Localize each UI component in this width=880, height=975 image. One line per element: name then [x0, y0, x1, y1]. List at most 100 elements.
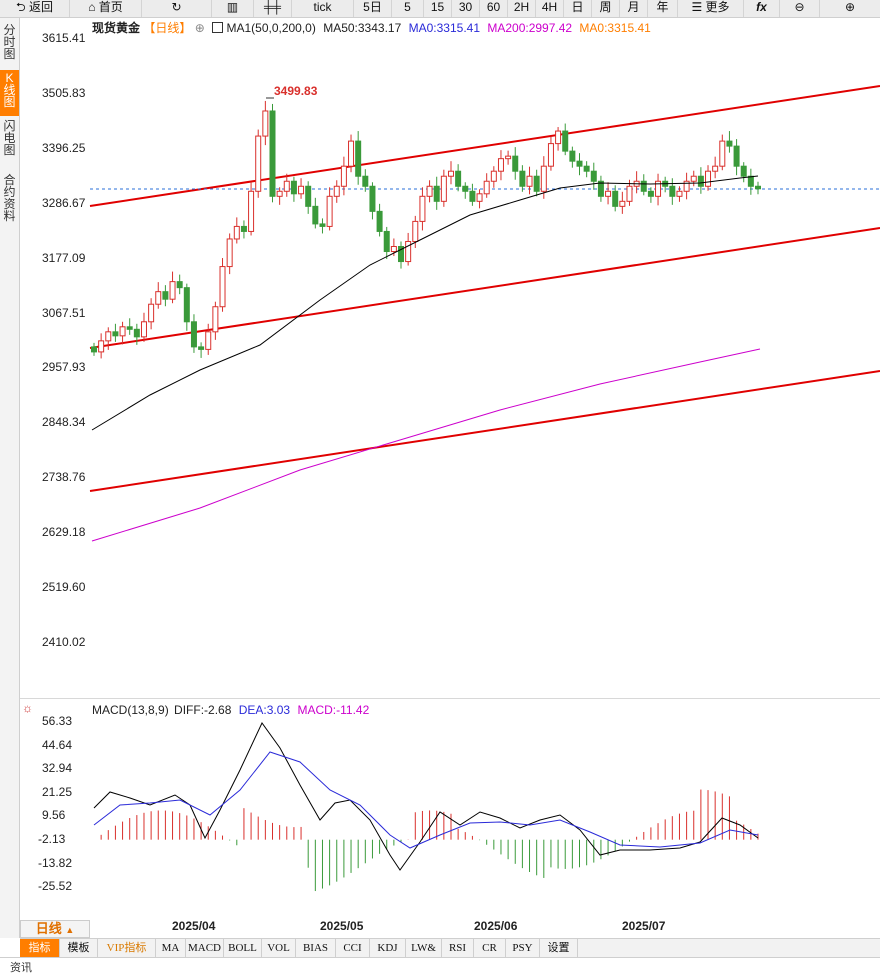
period-day[interactable]: 日	[564, 0, 592, 17]
candle-down	[312, 205, 319, 225]
chart-type-button[interactable]: ▥	[212, 0, 254, 17]
tab-kdj[interactable]: KDJ	[370, 939, 406, 957]
side-tab-lightning[interactable]: 闪电图	[3, 119, 16, 157]
period-15min[interactable]: 15	[424, 0, 452, 17]
price-tick: 2519.60	[42, 580, 86, 594]
candle-up	[419, 195, 426, 222]
tick-button[interactable]: tick	[292, 0, 354, 17]
home-button[interactable]: ⌂ 首页	[70, 0, 142, 17]
candle-down	[112, 331, 119, 337]
tab-settings[interactable]: 设置	[540, 939, 578, 957]
tab-psy[interactable]: PSY	[506, 939, 540, 957]
side-tab-contract-info[interactable]: 合约资料	[3, 173, 16, 223]
tab-boll[interactable]: BOLL	[224, 939, 262, 957]
tab-cr[interactable]: CR	[474, 939, 506, 957]
macd-dea-line	[93, 751, 759, 849]
panel-divider	[20, 698, 880, 699]
price-tick: 3396.25	[42, 140, 86, 155]
period-2h[interactable]: 2H	[508, 0, 536, 17]
period-year[interactable]: 年	[648, 0, 678, 17]
tab-macd[interactable]: MACD	[186, 939, 224, 957]
tab-cci[interactable]: CCI	[336, 939, 370, 957]
formula-button[interactable]: fx	[744, 0, 780, 17]
candle-up	[555, 130, 562, 145]
candle-up	[140, 321, 147, 338]
tab-vol[interactable]: VOL	[262, 939, 296, 957]
candle-down	[91, 346, 97, 353]
back-arrow-icon: ⮌	[16, 0, 26, 14]
zoom-in-button[interactable]: ⊕	[820, 0, 880, 17]
price-tick: 3505.83	[42, 85, 86, 100]
tab-rsi[interactable]: RSI	[442, 939, 474, 957]
refresh-button[interactable]: ↻	[142, 0, 212, 17]
candle-down	[562, 130, 569, 152]
candle-down	[519, 170, 526, 187]
ma-toggle-icon[interactable]	[212, 22, 224, 33]
period-60min[interactable]: 60	[480, 0, 508, 17]
candle-down	[597, 180, 604, 197]
candle-up	[605, 190, 612, 197]
candle-up	[119, 326, 126, 337]
candle-up	[547, 143, 554, 167]
ma200-label: MA200:2997.42	[487, 21, 573, 35]
settings-icon[interactable]: ⊕	[194, 21, 205, 35]
back-button[interactable]: ⮌ 返回	[0, 0, 70, 17]
tab-lw[interactable]: LW&	[406, 939, 442, 957]
period-5day[interactable]: 5日	[354, 0, 392, 17]
macd-tick: -13.82	[38, 855, 73, 870]
ma0b-label: MA0:3315.41	[579, 21, 651, 35]
top-toolbar: ⮌ 返回 ⌂ 首页 ↻ ▥ ╪╪ tick 5日 5 15 30 60 2H 4…	[0, 0, 880, 18]
macd-tick: 44.64	[42, 737, 73, 752]
tab-vip-indicators[interactable]: VIP指标	[98, 939, 156, 957]
period-month[interactable]: 月	[620, 0, 648, 17]
date-jun: 2025/06	[474, 919, 518, 933]
candle-down	[590, 170, 597, 182]
candle-up	[298, 185, 305, 195]
tab-ma[interactable]: MA	[156, 939, 186, 957]
candle-up	[326, 195, 333, 227]
candle-down	[533, 175, 540, 192]
zoom-out-button[interactable]: ⊖	[780, 0, 820, 17]
indicator-bar: 指标 模板 VIP指标 MA MACD BOLL VOL BIAS CCI KD…	[20, 938, 880, 957]
candle-down	[576, 160, 583, 167]
tab-indicators[interactable]: 指标	[20, 939, 60, 957]
candles-button[interactable]: ╪╪	[254, 0, 292, 17]
candle-down	[305, 185, 312, 207]
candle-down	[462, 185, 469, 192]
candle-down	[133, 328, 140, 338]
macd-tick: 56.33	[42, 714, 73, 728]
candle-up	[426, 185, 433, 197]
candle-up	[248, 190, 255, 232]
candle-down	[398, 245, 405, 263]
period-30min[interactable]: 30	[452, 0, 480, 17]
candle-down	[376, 210, 383, 232]
candle-down	[355, 140, 362, 177]
side-tabs: 分时图 K线图 闪电图 合约资料	[0, 18, 20, 938]
period-5min[interactable]: 5	[392, 0, 424, 17]
triangle-up-icon: ▲	[65, 925, 75, 935]
period-4h[interactable]: 4H	[536, 0, 564, 17]
candle-up	[655, 180, 662, 197]
more-button[interactable]: ☰ 更多	[678, 0, 744, 17]
candle-up	[497, 158, 504, 172]
macd-tick: -25.52	[38, 879, 73, 894]
tab-bias[interactable]: BIAS	[296, 939, 336, 957]
tab-templates[interactable]: 模板	[60, 939, 98, 957]
macd-settings-icon[interactable]: ☼	[22, 701, 33, 715]
candle-down	[383, 230, 390, 253]
period-week[interactable]: 周	[592, 0, 620, 17]
candle-down	[455, 170, 462, 187]
footer-news[interactable]: 资讯	[10, 962, 32, 974]
candle-down	[669, 185, 676, 197]
candle-down	[697, 175, 704, 187]
period-tag: 【日线】	[143, 21, 192, 35]
candlestick-icon: ╪╪	[263, 0, 281, 14]
period-selector[interactable]: 日线 ▲	[20, 920, 90, 938]
side-tab-kline[interactable]: K线图	[0, 70, 19, 116]
candle-up	[712, 165, 719, 172]
side-tab-timeshare[interactable]: 分时图	[3, 23, 16, 61]
macd-tick: 9.56	[42, 808, 66, 823]
bar-chart-icon: ▥	[226, 0, 239, 14]
candle-up	[526, 175, 533, 187]
